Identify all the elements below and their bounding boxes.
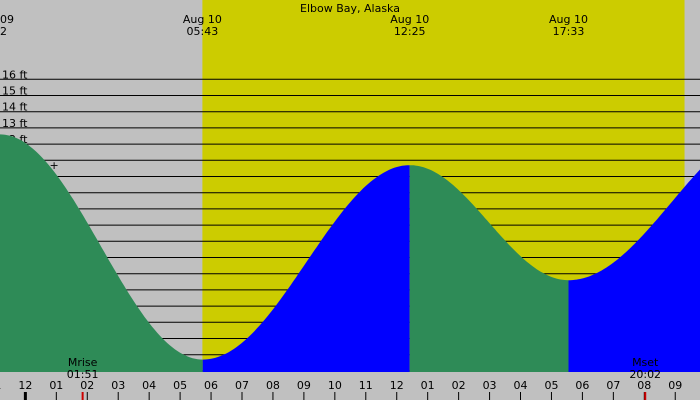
midnight-tick-mark (23, 392, 27, 400)
tide-falling-area (409, 165, 569, 372)
x-tick-label: 01 (421, 379, 435, 392)
top-date-label: Aug 10 (390, 13, 429, 26)
x-tick-label: 06 (575, 379, 589, 392)
x-tick-label: 11 (359, 379, 373, 392)
x-tick-label: 05 (544, 379, 558, 392)
y-tick-label: 14 ft (2, 101, 28, 114)
tide-rising-area (568, 169, 700, 372)
top-date-label: 09 (0, 13, 14, 26)
x-tick-label: 03 (111, 379, 125, 392)
x-tick-label: 08 (266, 379, 280, 392)
tide-falling-area (0, 134, 203, 372)
x-tick-label: 02 (80, 379, 94, 392)
x-tick-label: 03 (483, 379, 497, 392)
top-time-label: 12:25 (394, 25, 426, 38)
x-tick-label: 01 (49, 379, 63, 392)
chart-title: Elbow Bay, Alaska (300, 2, 400, 15)
top-date-label: Aug 10 (549, 13, 588, 26)
moon-event-time: 01:51 (67, 368, 99, 381)
x-tick-label: 07 (235, 379, 249, 392)
x-tick-label: 09 (297, 379, 311, 392)
x-tick-label: 04 (142, 379, 156, 392)
moon-event-time: 20:02 (629, 368, 661, 381)
y-tick-label: 15 ft (2, 85, 28, 98)
tide-area (0, 134, 700, 372)
y-tick-label: 16 ft (2, 68, 28, 81)
top-time-label: 2 (0, 25, 7, 38)
x-tick-label: 09 (668, 379, 682, 392)
top-date-label: Aug 10 (183, 13, 222, 26)
moon-event-label: Mrise (68, 356, 98, 369)
y-tick-label: 13 ft (2, 117, 28, 130)
x-tick-label: 10 (328, 379, 342, 392)
x-tick-label: 02 (452, 379, 466, 392)
x-tick-label: 08 (637, 379, 651, 392)
x-tick-label: 11 (0, 379, 1, 392)
x-tick-label: 12 (390, 379, 404, 392)
top-time-label: 17:33 (553, 25, 585, 38)
tide-rising-area (202, 165, 410, 372)
x-tick-label: 05 (173, 379, 187, 392)
moon-event-label: Mset (632, 356, 659, 369)
x-tick-label: 04 (514, 379, 528, 392)
current-time-marker: + (50, 159, 59, 172)
x-tick-label: 12 (18, 379, 32, 392)
x-tick-label: 06 (204, 379, 218, 392)
x-tick-label: 07 (606, 379, 620, 392)
top-time-label: 05:43 (187, 25, 219, 38)
